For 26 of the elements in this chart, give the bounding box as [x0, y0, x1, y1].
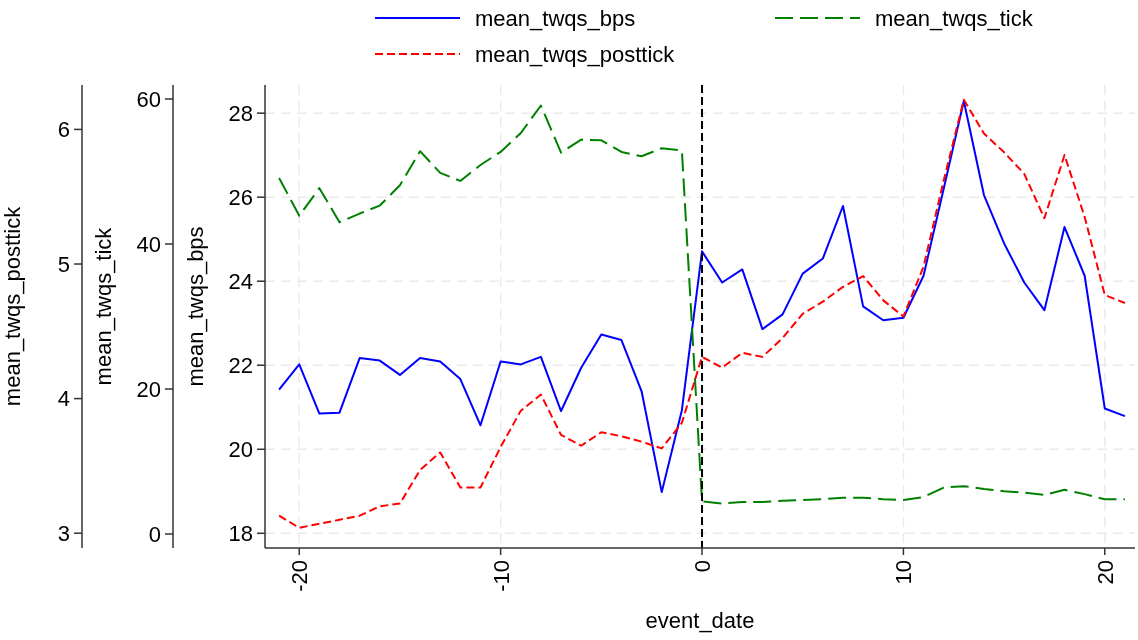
y-tick-label: 18	[228, 520, 253, 546]
x-tick-label: -10	[488, 560, 514, 592]
x-axis-title: event_date	[645, 608, 755, 633]
y2-tick-label: 20	[136, 376, 161, 402]
legend-label: mean_twqs_posttick	[475, 41, 676, 67]
y3-axis-title: mean_twqs_posttick	[0, 205, 25, 407]
y-tick-label: 26	[228, 184, 253, 210]
y3-tick-label: 4	[57, 386, 70, 412]
y-tick-label: 28	[228, 100, 253, 126]
x-tick-label: -20	[287, 560, 313, 592]
y2-tick-label: 0	[148, 521, 161, 547]
y2-tick-label: 40	[136, 231, 161, 257]
x-tick-label: 0	[690, 560, 716, 573]
y3-tick-label: 3	[57, 520, 70, 546]
legend-label: mean_twqs_tick	[875, 5, 1034, 31]
y2-axis-title: mean_twqs_tick	[91, 226, 116, 386]
y3-tick-label: 6	[57, 117, 70, 143]
x-tick-label: 10	[891, 560, 917, 585]
y2-tick-label: 60	[136, 86, 161, 112]
legend-label: mean_twqs_bps	[475, 5, 636, 31]
y-tick-label: 24	[228, 268, 253, 294]
y3-tick-label: 5	[57, 251, 70, 277]
y-axis-title: mean_twqs_bps	[183, 226, 208, 387]
y-tick-label: 22	[228, 352, 253, 378]
y-tick-label: 20	[228, 436, 253, 462]
x-tick-label: 20	[1092, 560, 1118, 585]
